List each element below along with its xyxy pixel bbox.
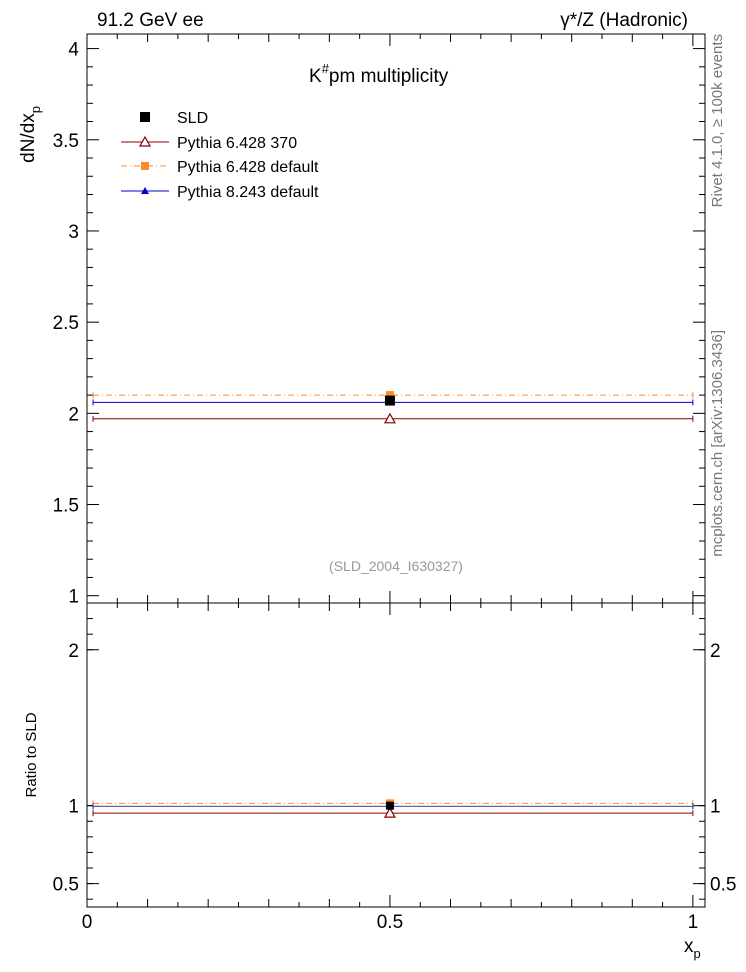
ratio-y-tick-label: 1 bbox=[68, 797, 79, 818]
mcplots-label: mcplots.cern.ch [arXiv:1306.3436] bbox=[709, 330, 726, 557]
legend-marker-sld bbox=[140, 112, 150, 122]
legend-marker-pythia-6-428-370 bbox=[138, 135, 152, 147]
legend-marker-pythia-8-243-default bbox=[141, 187, 149, 194]
main-y-tick-label: 1 bbox=[68, 587, 79, 608]
legend-label-pythia-6-428-default: Pythia 6.428 default bbox=[177, 159, 319, 176]
header-left: 91.2 GeV ee bbox=[97, 10, 204, 31]
x-axis-ticks: 0 0.5 1 bbox=[82, 34, 698, 933]
x-tick-label: 0 bbox=[82, 912, 93, 933]
ratio-y-tick-label-right: 0.5 bbox=[710, 875, 736, 896]
legend-label-pythia-6-428-370: Pythia 6.428 370 bbox=[177, 135, 297, 152]
series-point-sld bbox=[384, 395, 395, 406]
ratio-point-pythia-6-428-370 bbox=[383, 806, 396, 818]
rivet-version-label: Rivet 4.1.0, ≥ 100k events bbox=[709, 34, 726, 207]
ratio-y-tick-label-right: 1 bbox=[710, 797, 721, 818]
y-axis-label-sub: p bbox=[28, 106, 43, 113]
main-y-tick-label: 4 bbox=[68, 40, 79, 61]
main-series-layer bbox=[92, 391, 694, 424]
header-right: γ*/Z (Hadronic) bbox=[560, 10, 688, 31]
legend-label-sld: SLD bbox=[177, 110, 208, 127]
ratio-y-axis-label: Ratio to SLD bbox=[23, 712, 40, 797]
x-tick-label: 0.5 bbox=[377, 912, 403, 933]
main-y-tick-label: 3.5 bbox=[53, 131, 79, 152]
chart-title-sup: # bbox=[322, 61, 330, 76]
ratio-y-tick-label: 2 bbox=[68, 641, 79, 662]
main-y-tick-label: 1.5 bbox=[53, 496, 79, 517]
series-point-pythia-6-428-default bbox=[385, 391, 394, 400]
main-y-tick-label: 2 bbox=[68, 404, 79, 425]
main-y-tick-label: 3 bbox=[68, 222, 79, 243]
x-tick-label: 1 bbox=[688, 912, 699, 933]
legend-label-pythia-8-243-default: Pythia 8.243 default bbox=[177, 184, 319, 201]
analysis-tag: (SLD_2004_I630327) bbox=[329, 558, 463, 574]
y-axis-label: dN/dxp bbox=[18, 106, 43, 163]
ratio-y-tick-label-right: 2 bbox=[710, 641, 721, 662]
legend: SLD Pythia 6.428 370 Pythia 6.428 default P… bbox=[121, 110, 319, 201]
main-axis-ticks: 1 1.5 2 2.5 3 3.5 4 bbox=[53, 40, 705, 608]
x-axis-label: xp bbox=[684, 936, 701, 961]
ratio-series-layer bbox=[92, 799, 694, 818]
x-axis-label-sub: p bbox=[694, 946, 701, 961]
chart-title: K#pm multiplicity bbox=[309, 61, 449, 87]
ratio-point-sld bbox=[385, 801, 394, 810]
legend-marker-pythia-6-428-default bbox=[141, 162, 149, 170]
ratio-plot-frame bbox=[86, 602, 706, 908]
ratio-y-tick-label: 0.5 bbox=[53, 875, 79, 896]
main-y-tick-label: 2.5 bbox=[53, 313, 79, 334]
ratio-axis-ticks: 0.5 1 2 0.5 1 2 bbox=[53, 602, 736, 900]
series-point-pythia-6-428-370 bbox=[383, 412, 396, 424]
